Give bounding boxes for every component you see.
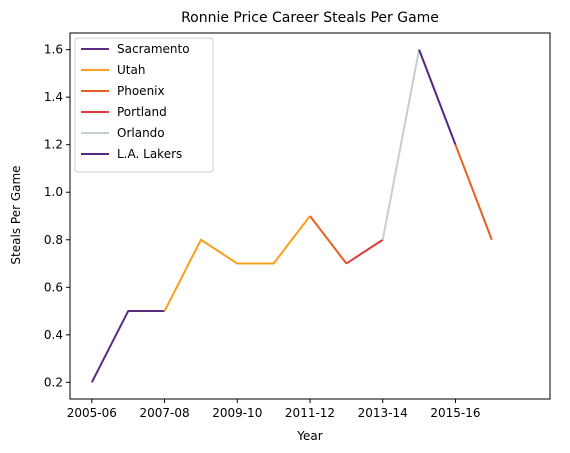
series-line-4 — [381, 49, 421, 240]
series-line-2 — [309, 215, 348, 265]
x-axis: 2005-06 2007-08 2009-10 2011-12 2013-14 2015-… — [67, 399, 481, 420]
series-line-5 — [418, 49, 457, 146]
chart-title: Ronnie Price Career Steals Per Game — [181, 10, 439, 26]
x-axis-label: Year — [296, 429, 322, 443]
legend: Sacramento Utah Phoenix Portland Orlando L.A.… — [74, 37, 214, 173]
y-tick-label: 0.6 — [44, 280, 63, 294]
series-line-3 — [345, 238, 384, 265]
legend-label: Utah — [117, 63, 145, 77]
x-tick-label: 2013-14 — [358, 406, 408, 420]
x-tick-label: 2015-16 — [430, 406, 480, 420]
legend-label: Phoenix — [117, 84, 165, 98]
legend-label: Sacramento — [117, 42, 190, 56]
y-tick-label: 0.8 — [44, 233, 63, 247]
legend-box — [74, 37, 214, 173]
legend-label: L.A. Lakers — [117, 147, 182, 161]
legend-label: Portland — [117, 105, 167, 119]
y-axis-label: Steals Per Game — [9, 165, 23, 264]
y-axis: 0.2 0.4 0.6 0.8 1.0 1.2 1.4 1.6 — [44, 43, 70, 389]
x-tick-label: 2005-06 — [67, 406, 117, 420]
series-line-0 — [90, 310, 165, 383]
y-tick-label: 1.4 — [44, 90, 63, 104]
series-line-1 — [163, 215, 311, 312]
x-tick-label: 2007-08 — [139, 406, 189, 420]
legend-label: Orlando — [117, 126, 165, 140]
y-tick-label: 0.4 — [44, 328, 63, 342]
y-tick-label: 1.0 — [44, 185, 63, 199]
x-tick-label: 2009-10 — [212, 406, 262, 420]
y-tick-label: 0.2 — [44, 375, 63, 389]
series-line-6 — [454, 144, 493, 241]
series-layer — [90, 49, 493, 383]
y-tick-label: 1.6 — [44, 43, 63, 57]
x-tick-label: 2011-12 — [285, 406, 335, 420]
y-tick-label: 1.2 — [44, 138, 63, 152]
